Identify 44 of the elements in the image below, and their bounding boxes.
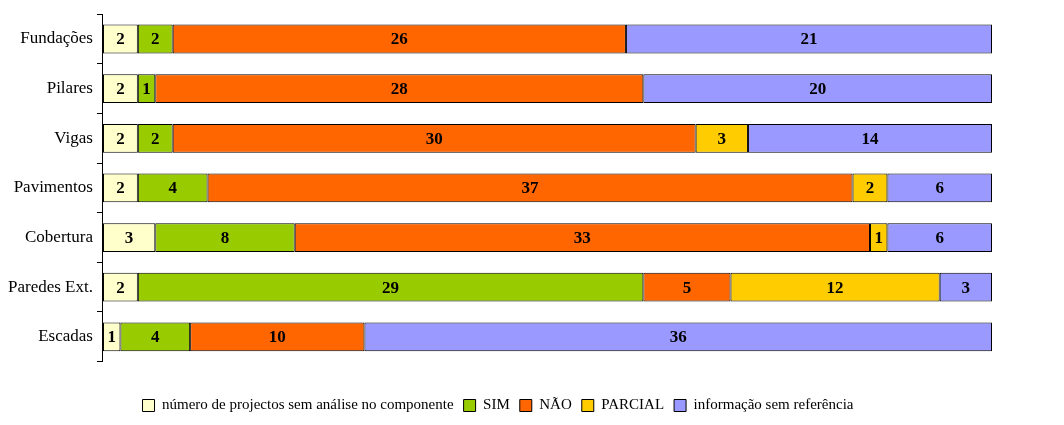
data-label: 3 (124, 227, 134, 247)
data-label: 6 (935, 178, 944, 198)
y-tick-label: Escadas (38, 326, 93, 346)
data-label: 36 (669, 327, 687, 347)
y-tick-label: Paredes Ext. (7, 276, 93, 296)
data-label: 8 (220, 227, 230, 247)
data-label: 10 (268, 327, 286, 347)
data-label: 2 (116, 178, 125, 198)
data-label: 30 (425, 128, 443, 148)
data-label: 4 (168, 178, 178, 198)
data-label: 5 (682, 277, 692, 297)
legend-label: PARCIAL (601, 396, 665, 413)
data-label: 4 (151, 327, 161, 347)
data-label: 2 (116, 277, 125, 297)
y-tick-label: Fundações (20, 28, 93, 48)
data-label: 28 (390, 79, 408, 99)
data-label: 2 (116, 29, 125, 49)
data-label: 37 (521, 178, 540, 198)
legend-label: SIM (483, 396, 510, 413)
data-label: 1 (874, 227, 883, 247)
data-label: 2 (151, 29, 160, 49)
data-label: 2 (116, 79, 125, 99)
legend-label: informação sem referência (693, 396, 854, 413)
data-label: 20 (809, 79, 827, 99)
y-tick-label: Vigas (54, 127, 93, 147)
y-tick-label: Pilares (46, 78, 93, 98)
data-label: 12 (826, 277, 844, 297)
data-label: 2 (865, 178, 875, 198)
data-label: 14 (861, 128, 879, 148)
data-label: 3 (961, 277, 971, 297)
data-label: 26 (390, 29, 408, 49)
data-label: 33 (573, 227, 591, 247)
data-label: 1 (142, 79, 151, 99)
y-tick-label: Cobertura (24, 227, 94, 246)
data-label: 29 (382, 277, 400, 297)
data-label: 21 (800, 29, 818, 49)
data-label: 2 (116, 128, 125, 148)
data-label: 6 (935, 227, 944, 247)
legend-label: NÃO (539, 396, 572, 413)
y-tick-label: Pavimentos (13, 177, 93, 197)
legend-label: número de projectos sem análise no componente (162, 396, 454, 413)
data-label: 2 (151, 128, 160, 148)
data-label: 3 (717, 128, 727, 148)
data-label: 1 (107, 327, 116, 347)
